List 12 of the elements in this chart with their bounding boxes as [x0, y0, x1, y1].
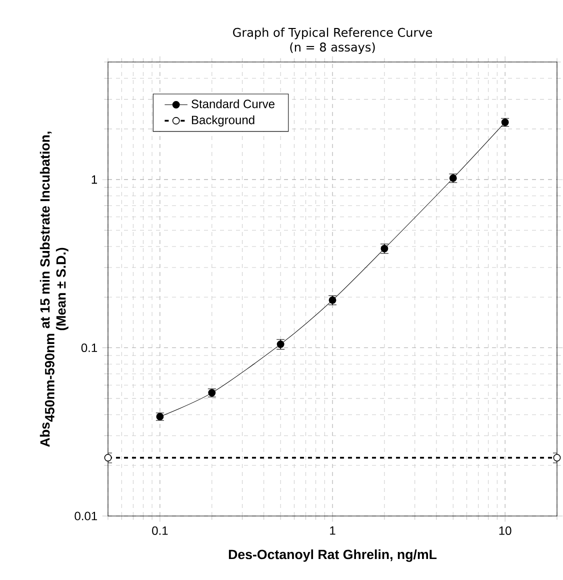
legend-label: Standard Curve	[192, 99, 275, 108]
chart-subtitle: (n = 8 assays)	[290, 42, 375, 54]
x-axis-title: Des-Octanoyl Rat Ghrelin, ng/mL	[229, 549, 437, 562]
legend-label: Background	[192, 115, 254, 127]
x-tick-label: 1	[330, 526, 336, 535]
chart-title: Graph of Typical Reference Curve	[233, 28, 432, 40]
y-tick-label: 0.01	[74, 512, 98, 520]
y-axis-title: $\begin{array}{c}\textbf{Abs}_{\textbf{450nm-590nm}}\textbf{ at 15 min Substrate Incubation,}\\ \textbf{(Mean ± S.D.)}\end{array}$	[40, 132, 68, 447]
x-tick-label: 0.1	[152, 526, 168, 535]
y-tick-label: 0.1	[81, 344, 98, 352]
x-tick-label: 10	[499, 526, 512, 535]
y-tick-label: 1	[92, 175, 98, 184]
